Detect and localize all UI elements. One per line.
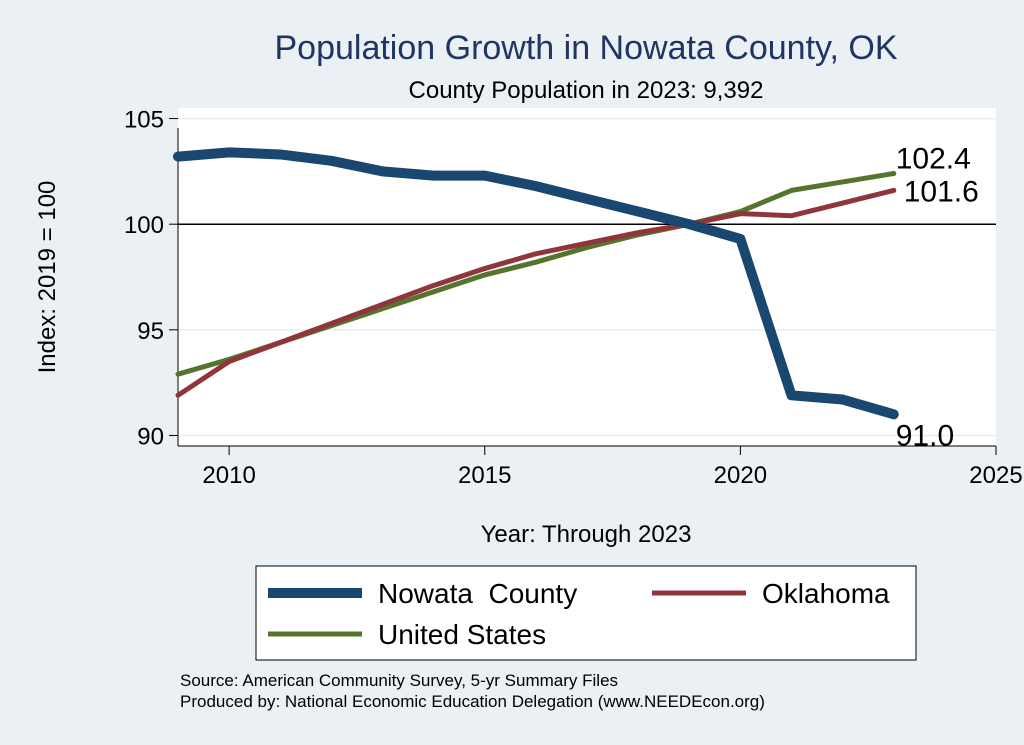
x-tick-label: 2010 <box>202 462 255 489</box>
producer-note: Produced by: National Economic Education… <box>180 692 765 711</box>
legend-label: Nowata County <box>378 578 577 609</box>
legend: Nowata County Oklahoma United States <box>268 578 890 650</box>
data-label: 102.4 <box>896 142 971 175</box>
legend-label: United States <box>378 619 546 650</box>
data-label: 101.6 <box>904 175 979 208</box>
y-tick-label: 95 <box>137 318 164 345</box>
axes: 90 95 100 105 2010 2015 2020 2025 <box>124 107 1023 489</box>
x-axis-title: Year: Through 2023 <box>481 521 692 548</box>
x-tick-label: 2015 <box>458 462 511 489</box>
y-tick-label: 105 <box>124 107 164 134</box>
chart-title: Population Growth in Nowata County, OK <box>274 29 897 67</box>
series-line <box>173 147 899 420</box>
x-tick-label: 2025 <box>969 462 1022 489</box>
series-lines <box>173 147 899 420</box>
series-end-point <box>891 170 897 176</box>
series-line <box>175 187 897 398</box>
legend-label: Oklahoma <box>762 578 890 609</box>
plot-area <box>178 108 996 446</box>
y-tick-label: 100 <box>124 212 164 239</box>
data-label: 91.0 <box>896 419 954 452</box>
source-note: Source: American Community Survey, 5-yr … <box>180 671 618 690</box>
y-axis-title: Index: 2019 = 100 <box>34 181 61 374</box>
x-tick-label: 2020 <box>714 462 767 489</box>
series-end-point <box>891 187 897 193</box>
y-tick-label: 90 <box>137 423 164 450</box>
chart-subtitle: County Population in 2023: 9,392 <box>409 77 764 104</box>
series-end-point <box>891 411 897 417</box>
legend-box <box>255 565 917 661</box>
